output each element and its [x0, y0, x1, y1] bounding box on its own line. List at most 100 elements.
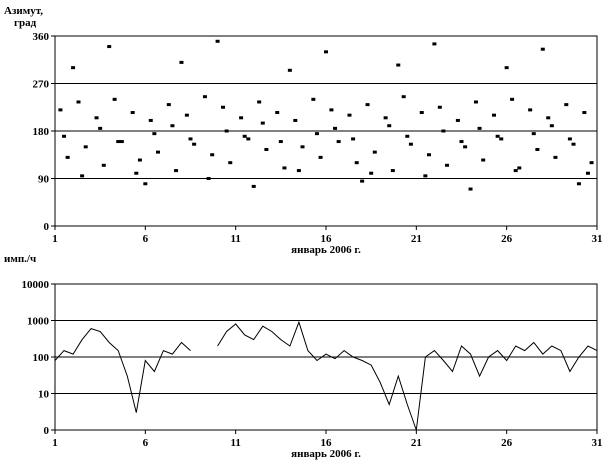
- scatter-point: [387, 124, 392, 128]
- scatter-point: [396, 63, 401, 67]
- scatter-point: [528, 108, 533, 112]
- scatter-point: [589, 161, 594, 165]
- x-tick-label: 16: [321, 437, 333, 449]
- scatter-point: [228, 161, 233, 165]
- scatter-point: [58, 108, 63, 112]
- scatter-point: [65, 155, 70, 159]
- scatter-point: [513, 169, 518, 173]
- scatter-point: [351, 137, 356, 141]
- y-tick-label: 90: [38, 174, 50, 186]
- x-tick-label: 11: [230, 437, 240, 449]
- scatter-point: [152, 132, 157, 136]
- x-tick-label: 6: [143, 437, 149, 449]
- scatter-point: [546, 116, 551, 120]
- x-tick-label: 21: [411, 437, 422, 449]
- scatter-point: [473, 100, 478, 104]
- x-tick-label: 26: [501, 437, 513, 449]
- scatter-point: [567, 137, 572, 141]
- scatter-point: [143, 182, 148, 186]
- scatter-point: [221, 105, 226, 109]
- scatter-point: [257, 100, 262, 104]
- scatter-point: [314, 132, 319, 136]
- scatter-point: [481, 158, 486, 162]
- scatter-point: [83, 145, 88, 149]
- scatter-point: [437, 105, 442, 109]
- scatter-point: [423, 174, 428, 178]
- scatter-point: [119, 140, 124, 144]
- scatter-point: [264, 147, 269, 151]
- scatter-point: [329, 108, 334, 112]
- scatter-point: [80, 174, 85, 178]
- scatter-point: [365, 103, 370, 107]
- x-tick-label: 26: [501, 233, 513, 245]
- scatter-point: [215, 39, 220, 43]
- scatter-point: [347, 113, 352, 117]
- scatter-point: [94, 116, 99, 120]
- y-tick-label: 1000: [27, 316, 50, 328]
- scatter-point: [293, 118, 298, 122]
- x-tick-label: 31: [592, 233, 603, 245]
- scatter-point: [184, 113, 189, 117]
- scatter-point: [148, 118, 153, 122]
- scatter-point: [112, 97, 117, 101]
- scatter-point: [130, 111, 135, 115]
- scatter-point: [62, 134, 67, 138]
- scatter-point: [549, 124, 554, 128]
- scatter-point: [300, 145, 305, 149]
- scatter-point: [571, 142, 576, 146]
- scatter-point: [445, 163, 450, 167]
- scatter-point: [510, 97, 515, 101]
- scatter-point: [369, 171, 374, 175]
- scatter-point: [531, 132, 536, 136]
- scatter-point: [324, 50, 328, 54]
- scatter-point: [540, 47, 545, 51]
- x-tick-label: 1: [52, 437, 58, 449]
- scatter-point: [441, 129, 446, 133]
- scatter-point: [192, 142, 197, 146]
- scatter-point: [354, 161, 359, 165]
- scatter-point: [517, 166, 522, 170]
- y-axis-label: имп./ч: [4, 253, 36, 265]
- scatter-point: [210, 153, 215, 157]
- scatter-point: [206, 177, 211, 180]
- scatter-point: [179, 60, 184, 64]
- scatter-point: [76, 100, 81, 104]
- scatter-point: [296, 169, 301, 173]
- scatter-point: [432, 42, 437, 46]
- scatter-point: [107, 45, 112, 49]
- scatter-point: [260, 121, 265, 125]
- scatter-point: [311, 97, 316, 101]
- scatter-point: [282, 166, 287, 170]
- x-tick-label: 16: [321, 233, 333, 245]
- x-tick-label: 6: [143, 233, 149, 245]
- x-tick-label: 1: [52, 233, 58, 245]
- scatter-point: [101, 163, 106, 167]
- scatter-point: [336, 140, 341, 144]
- scatter-point: [459, 140, 464, 144]
- scatter-point: [492, 113, 497, 117]
- scatter-point: [318, 155, 323, 159]
- y-tick-label: 100: [33, 352, 50, 364]
- x-axis-label: январь 2006 г.: [291, 448, 361, 460]
- scatter-point: [401, 95, 406, 99]
- scatter-point: [419, 111, 424, 115]
- scatter-point: [174, 169, 179, 173]
- scatter-point: [455, 118, 460, 122]
- scatter-point: [239, 116, 244, 120]
- scatter-point: [360, 179, 365, 183]
- scatter-point: [504, 66, 509, 70]
- scatter-point: [188, 137, 193, 141]
- scatter-point: [564, 103, 569, 107]
- scatter-point: [405, 134, 410, 138]
- scatter-point: [477, 126, 482, 130]
- scatter-point: [137, 158, 142, 162]
- scatter-point: [408, 142, 413, 146]
- scatter-point: [535, 147, 540, 151]
- scatter-point: [278, 140, 283, 144]
- x-tick-label: 11: [230, 233, 240, 245]
- scatter-point: [553, 155, 558, 159]
- scatter-point: [98, 126, 103, 130]
- y-tick-label: 0: [44, 425, 50, 437]
- data-line: [54, 320, 598, 431]
